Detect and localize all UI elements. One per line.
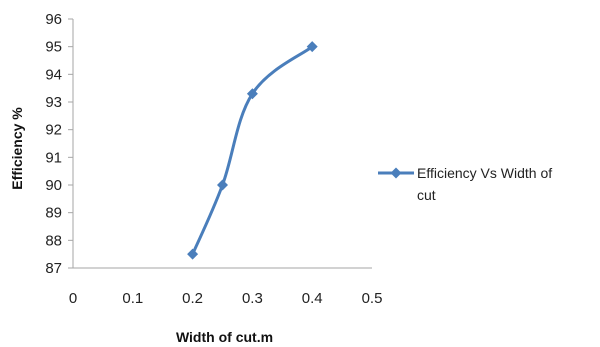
series-layer xyxy=(187,41,318,260)
y-tick-label: 95 xyxy=(45,39,62,56)
data-point-marker xyxy=(306,41,318,53)
legend-entry-text: Efficiency Vs Width of xyxy=(417,165,552,181)
legend-marker-swatch xyxy=(390,167,402,179)
x-tick-label: 0.2 xyxy=(182,290,203,307)
data-point-marker xyxy=(217,179,228,191)
x-tick-label: 0.3 xyxy=(242,290,263,307)
y-axis-title: Efficiency % xyxy=(9,107,25,190)
y-tick-label: 94 xyxy=(45,66,62,83)
y-tick-label: 87 xyxy=(45,260,62,277)
x-tick-label: 0.4 xyxy=(302,290,323,307)
y-tick-label: 90 xyxy=(45,177,62,194)
x-tick-label: 0.1 xyxy=(122,290,143,307)
labels-layer: 87 88 89 90 91 92 93 94 95 96 0 0.1 0.2 0.3 0.4 0.5 Widt… xyxy=(9,11,382,345)
data-point-marker xyxy=(187,248,199,260)
legend-entry-text: cut xyxy=(417,187,436,203)
x-tick-label: 0 xyxy=(69,290,77,307)
x-tick-label: 0.5 xyxy=(362,290,383,307)
y-tick-label: 92 xyxy=(45,122,62,139)
y-tick-label: 93 xyxy=(45,94,62,111)
data-point-marker xyxy=(246,88,258,100)
x-axis-title: Width of cut.m xyxy=(176,329,273,345)
y-tick-label: 96 xyxy=(45,11,62,28)
series-line xyxy=(191,45,314,256)
y-tick-label: 91 xyxy=(45,149,62,166)
axes-layer xyxy=(68,18,372,269)
y-tick-label: 88 xyxy=(45,232,62,249)
legend: Efficiency Vs Width of cut xyxy=(378,165,552,203)
y-tick-label: 89 xyxy=(45,205,62,222)
